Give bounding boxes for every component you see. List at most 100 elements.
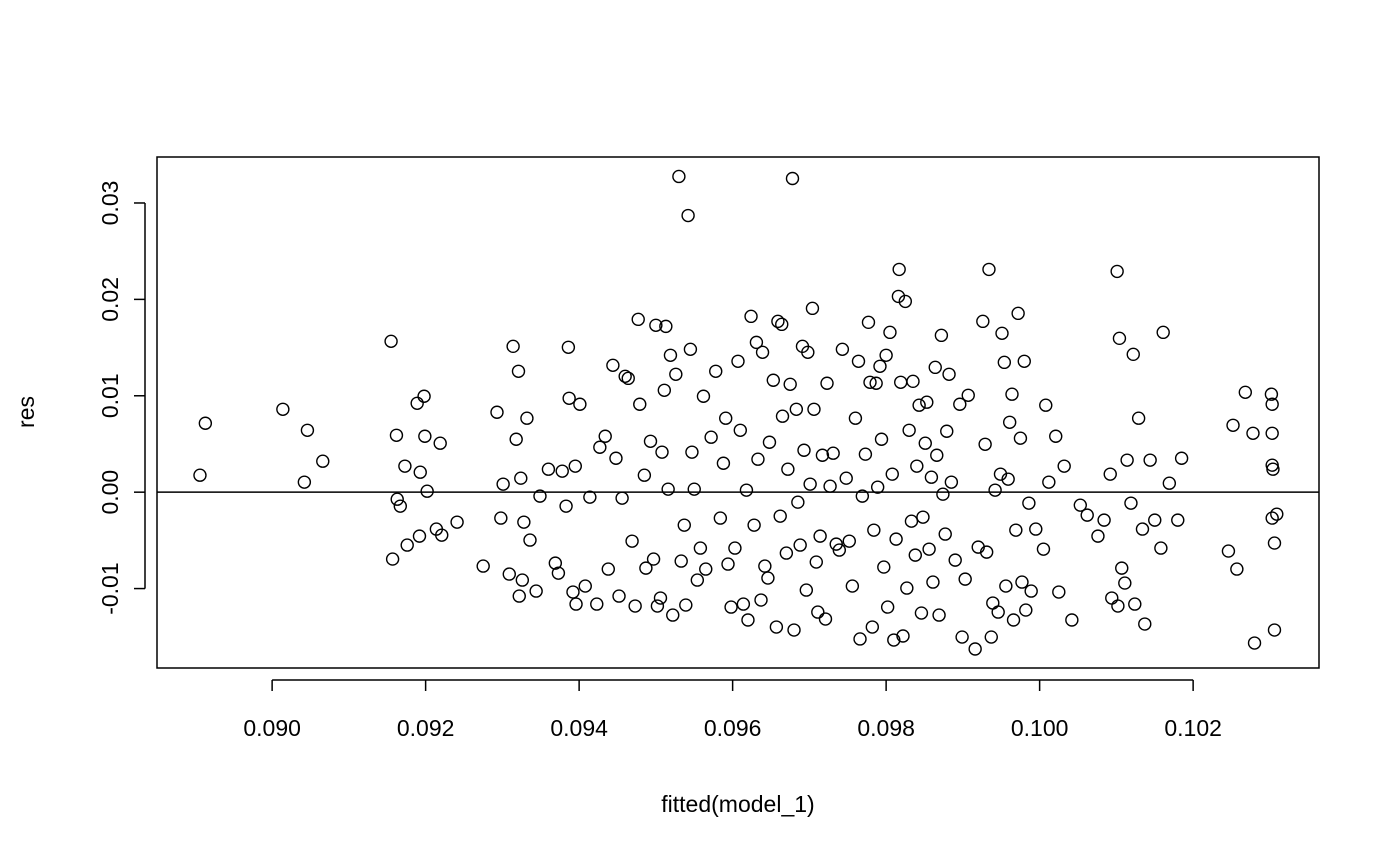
point [593, 440, 607, 454]
point [385, 552, 400, 566]
point [885, 467, 899, 481]
point [476, 559, 490, 573]
point [1112, 331, 1127, 346]
point [1230, 562, 1244, 576]
point [982, 262, 996, 277]
point [793, 538, 807, 552]
point [653, 591, 668, 605]
point [666, 608, 680, 622]
point [861, 315, 876, 330]
point [598, 429, 612, 443]
point [1057, 459, 1071, 473]
point [877, 560, 891, 574]
point [398, 459, 412, 473]
point [1097, 513, 1111, 527]
point [533, 489, 547, 503]
point [637, 468, 652, 482]
point [773, 509, 787, 523]
point [940, 424, 954, 438]
point [813, 529, 827, 543]
point [1247, 636, 1262, 650]
point [842, 534, 856, 548]
point [1022, 496, 1036, 510]
point [509, 432, 523, 446]
point [789, 402, 804, 416]
point [615, 491, 629, 505]
point [1143, 453, 1157, 467]
point [609, 451, 623, 465]
point [961, 388, 975, 402]
point [661, 482, 675, 496]
x-tick-label: 0.090 [243, 715, 301, 741]
point [551, 566, 566, 580]
point [783, 377, 797, 392]
point [870, 480, 885, 494]
point [520, 411, 534, 425]
point [590, 597, 604, 611]
point [1001, 472, 1015, 486]
point [731, 354, 745, 368]
point [1154, 541, 1168, 555]
point [1221, 544, 1236, 558]
point [1006, 613, 1021, 627]
point [848, 411, 863, 425]
point [569, 597, 583, 611]
point [747, 518, 761, 532]
point [514, 471, 528, 485]
point [490, 405, 504, 419]
point [880, 600, 895, 614]
point [511, 364, 526, 378]
x-tick-label: 0.096 [704, 715, 762, 741]
point [889, 532, 903, 546]
point [918, 436, 932, 450]
point [948, 553, 962, 567]
point [1124, 496, 1138, 510]
point [887, 633, 901, 647]
point [762, 435, 777, 449]
point [621, 371, 635, 386]
point [991, 605, 1005, 619]
point [1024, 584, 1038, 598]
point [855, 489, 870, 503]
point [696, 389, 711, 403]
point [874, 432, 889, 446]
point [739, 483, 754, 497]
point [995, 326, 1009, 341]
point [410, 396, 424, 410]
point [529, 584, 543, 598]
point [412, 529, 427, 543]
point [755, 345, 770, 360]
point [1138, 617, 1152, 631]
point [906, 374, 920, 389]
point [573, 397, 587, 411]
point [803, 477, 817, 491]
point [1115, 561, 1129, 575]
point [561, 340, 576, 354]
point [1120, 453, 1134, 467]
point [997, 355, 1012, 370]
point [683, 342, 698, 357]
point [1080, 508, 1094, 522]
point [1005, 387, 1019, 401]
point [1052, 585, 1066, 599]
point [797, 443, 811, 457]
point [1171, 513, 1185, 527]
point [805, 301, 820, 316]
point [435, 528, 449, 542]
point [393, 499, 407, 513]
point [709, 364, 723, 378]
point [578, 579, 592, 593]
point [818, 612, 833, 626]
point [559, 499, 573, 513]
point [193, 468, 207, 482]
point [741, 613, 755, 627]
x-tick-label: 0.094 [550, 715, 608, 741]
point [506, 339, 520, 354]
point [934, 328, 949, 343]
point [845, 579, 860, 593]
point [736, 597, 751, 611]
point [978, 437, 992, 451]
point [758, 559, 772, 573]
point [693, 541, 708, 555]
